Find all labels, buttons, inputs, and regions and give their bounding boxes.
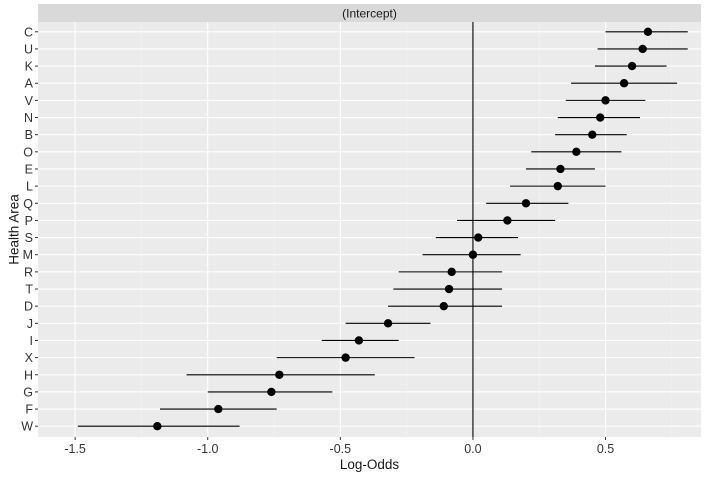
y-tick-label-F: F (25, 403, 33, 417)
y-tick-label-B: B (25, 128, 33, 142)
estimate-point-N (596, 113, 605, 122)
y-tick-label-Q: Q (23, 197, 33, 211)
y-tick-label-X: X (25, 351, 34, 365)
y-tick-label-K: K (25, 60, 34, 74)
estimate-point-W (153, 422, 162, 431)
estimate-point-J (383, 319, 393, 328)
x-tick-label: 0.0 (464, 442, 481, 456)
estimate-point-U (638, 44, 647, 54)
y-tick-label-N: N (24, 111, 33, 125)
estimate-point-R (447, 267, 456, 277)
y-tick-label-C: C (24, 25, 33, 39)
estimate-point-L (553, 181, 562, 191)
x-axis-title: Log-Odds (340, 457, 400, 472)
plot-panel (38, 22, 701, 437)
estimate-point-T (444, 284, 454, 294)
y-tick-label-D: D (24, 300, 33, 314)
y-tick-label-T: T (25, 283, 33, 297)
estimate-point-P (503, 216, 512, 225)
y-tick-label-P: P (25, 214, 33, 228)
x-tick-label: -1.5 (64, 442, 86, 456)
y-tick-label-S: S (25, 231, 33, 245)
estimate-point-F (214, 404, 223, 414)
y-tick-label-A: A (25, 77, 34, 91)
y-axis-title: Health Area (7, 194, 22, 265)
x-axis-ticks: -1.5 -1.0 -0.5 0.0 0.5 (64, 437, 614, 456)
y-tick-label-V: V (25, 94, 34, 108)
y-tick-label-L: L (26, 180, 33, 194)
y-tick-label-W: W (21, 420, 33, 434)
estimate-point-D (439, 301, 448, 311)
y-tick-label-M: M (23, 248, 33, 262)
estimate-point-S (474, 233, 483, 242)
estimate-point-Q (521, 199, 531, 208)
y-tick-label-J: J (27, 317, 33, 331)
estimate-point-I (354, 336, 364, 345)
x-tick-label: -1.0 (197, 442, 219, 456)
y-tick-label-U: U (24, 42, 33, 56)
estimate-point-B (588, 130, 597, 139)
estimate-point-A (619, 79, 629, 88)
estimate-point-C (643, 27, 653, 36)
estimate-point-O (572, 147, 581, 157)
y-tick-label-R: R (24, 265, 33, 279)
estimate-point-K (627, 61, 637, 71)
facet-strip: (Intercept) (38, 4, 701, 22)
y-tick-label-I: I (30, 334, 33, 348)
estimate-point-V (601, 96, 610, 105)
estimate-point-X (341, 353, 350, 362)
estimate-point-G (267, 387, 276, 397)
estimate-point-H (275, 370, 284, 379)
point-layer (153, 27, 653, 431)
facet-strip-label: (Intercept) (342, 7, 397, 21)
x-tick-label: 0.5 (597, 442, 614, 456)
estimate-point-E (556, 164, 565, 174)
y-tick-label-H: H (24, 368, 33, 382)
estimate-point-M (468, 250, 478, 259)
y-tick-label-G: G (23, 385, 33, 399)
y-tick-label-E: E (25, 162, 33, 176)
y-tick-label-O: O (23, 145, 33, 159)
x-tick-label: -0.5 (330, 442, 352, 456)
facet-strip-background (38, 4, 701, 22)
